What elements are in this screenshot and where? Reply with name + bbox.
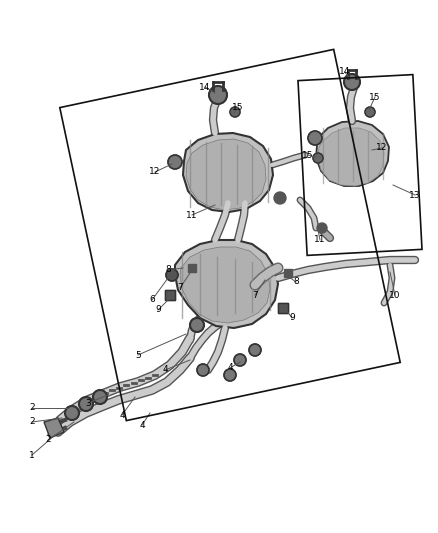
Text: 5: 5 [135, 351, 141, 359]
Text: 14: 14 [339, 68, 351, 77]
Text: 10: 10 [389, 290, 401, 300]
Text: 4: 4 [227, 364, 233, 373]
Polygon shape [316, 121, 389, 186]
Text: 12: 12 [376, 143, 388, 152]
Circle shape [313, 153, 323, 163]
Text: 9: 9 [289, 313, 295, 322]
Text: 14: 14 [199, 83, 211, 92]
Text: 2: 2 [29, 403, 35, 413]
Circle shape [93, 390, 107, 404]
Circle shape [365, 107, 375, 117]
Text: 4: 4 [162, 366, 168, 375]
Polygon shape [318, 128, 384, 186]
Polygon shape [186, 139, 266, 210]
Text: 13: 13 [409, 190, 421, 199]
Bar [165, 290, 175, 300]
Text: 15: 15 [232, 102, 244, 111]
Text: 1: 1 [29, 450, 35, 459]
Text: 8: 8 [293, 278, 299, 287]
Text: 15: 15 [369, 93, 381, 101]
Polygon shape [175, 240, 278, 328]
Text: 8: 8 [165, 265, 171, 274]
Text: 6: 6 [149, 295, 155, 304]
Text: 4: 4 [139, 421, 145, 430]
Circle shape [197, 364, 209, 376]
Bar [278, 303, 288, 313]
Circle shape [230, 107, 240, 117]
Text: 7: 7 [252, 290, 258, 300]
Circle shape [234, 354, 246, 366]
Circle shape [166, 269, 178, 281]
Circle shape [209, 86, 227, 104]
Circle shape [168, 155, 182, 169]
Circle shape [65, 406, 79, 420]
Polygon shape [44, 418, 64, 438]
Circle shape [190, 318, 204, 332]
Text: 12: 12 [149, 167, 161, 176]
Text: 11: 11 [186, 211, 198, 220]
Text: 11: 11 [314, 236, 326, 245]
Text: 3: 3 [85, 399, 91, 408]
Bar [165, 290, 175, 300]
Bar [278, 303, 288, 313]
Text: 7: 7 [177, 284, 183, 293]
Bar [188, 264, 196, 272]
Circle shape [274, 192, 286, 204]
Text: 2: 2 [45, 435, 51, 445]
Circle shape [224, 369, 236, 381]
Text: 9: 9 [155, 305, 161, 314]
Circle shape [344, 74, 360, 90]
Bar [284, 269, 292, 277]
Circle shape [308, 131, 322, 145]
Text: 15: 15 [302, 150, 314, 159]
Polygon shape [183, 133, 273, 212]
Polygon shape [180, 247, 270, 323]
Text: 2: 2 [29, 417, 35, 426]
Text: 4: 4 [119, 410, 125, 419]
Circle shape [317, 223, 327, 233]
Circle shape [249, 344, 261, 356]
Circle shape [79, 397, 93, 411]
